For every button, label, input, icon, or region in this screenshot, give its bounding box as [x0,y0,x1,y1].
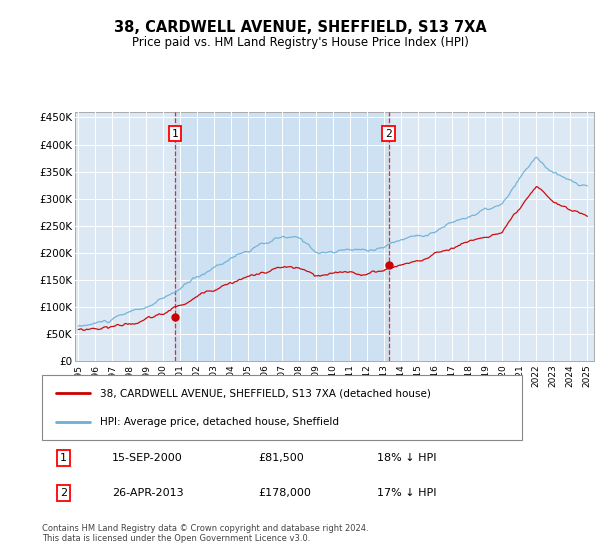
FancyBboxPatch shape [42,375,522,440]
Text: 1: 1 [60,453,67,463]
Text: Contains HM Land Registry data © Crown copyright and database right 2024.
This d: Contains HM Land Registry data © Crown c… [42,524,368,543]
Text: 2: 2 [385,129,392,139]
Text: 17% ↓ HPI: 17% ↓ HPI [377,488,436,498]
Text: 26-APR-2013: 26-APR-2013 [112,488,184,498]
Text: 15-SEP-2000: 15-SEP-2000 [112,453,183,463]
Text: 38, CARDWELL AVENUE, SHEFFIELD, S13 7XA: 38, CARDWELL AVENUE, SHEFFIELD, S13 7XA [113,20,487,35]
Text: HPI: Average price, detached house, Sheffield: HPI: Average price, detached house, Shef… [100,417,338,427]
Text: £81,500: £81,500 [258,453,304,463]
Text: 38, CARDWELL AVENUE, SHEFFIELD, S13 7XA (detached house): 38, CARDWELL AVENUE, SHEFFIELD, S13 7XA … [100,388,430,398]
Text: £178,000: £178,000 [258,488,311,498]
Bar [175,112,389,361]
Text: 2: 2 [60,488,67,498]
Text: 18% ↓ HPI: 18% ↓ HPI [377,453,436,463]
Text: 1: 1 [172,129,179,139]
Text: Price paid vs. HM Land Registry's House Price Index (HPI): Price paid vs. HM Land Registry's House … [131,36,469,49]
